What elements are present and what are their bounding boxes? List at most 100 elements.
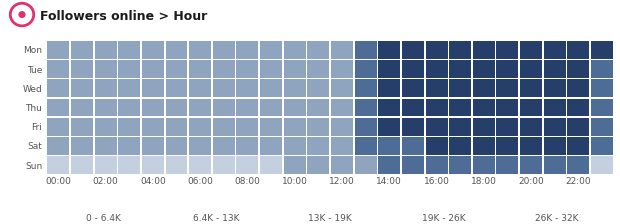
Bar	[236, 41, 259, 59]
Bar	[567, 137, 590, 155]
Bar	[47, 60, 69, 78]
Bar	[425, 156, 448, 174]
Bar	[189, 79, 211, 97]
Bar	[473, 41, 495, 59]
Bar	[425, 79, 448, 97]
Bar	[402, 118, 424, 136]
Bar	[308, 137, 329, 155]
Bar	[142, 41, 164, 59]
Bar	[236, 118, 259, 136]
Bar	[497, 60, 518, 78]
Bar	[520, 60, 542, 78]
Bar	[213, 99, 235, 116]
Bar	[544, 118, 565, 136]
Bar	[284, 79, 306, 97]
Bar	[355, 79, 376, 97]
Bar	[71, 137, 93, 155]
Bar	[71, 118, 93, 136]
Bar	[166, 60, 187, 78]
Bar	[260, 41, 282, 59]
Bar	[544, 60, 565, 78]
Bar	[308, 60, 329, 78]
Bar	[402, 79, 424, 97]
Bar	[189, 137, 211, 155]
Bar	[591, 137, 613, 155]
Bar	[213, 79, 235, 97]
Bar	[71, 99, 93, 116]
Bar	[142, 118, 164, 136]
Bar	[378, 41, 401, 59]
Bar	[118, 99, 140, 116]
Bar	[449, 41, 471, 59]
Bar	[213, 118, 235, 136]
Bar	[449, 79, 471, 97]
Bar	[236, 60, 259, 78]
Bar	[591, 79, 613, 97]
Bar	[166, 118, 187, 136]
Bar	[71, 41, 93, 59]
Bar	[355, 99, 376, 116]
Bar	[591, 156, 613, 174]
Bar	[567, 60, 590, 78]
Bar	[95, 99, 117, 116]
Bar	[355, 41, 376, 59]
Bar	[213, 60, 235, 78]
Bar	[308, 118, 329, 136]
Bar	[425, 137, 448, 155]
Bar	[378, 79, 401, 97]
Bar	[189, 156, 211, 174]
Bar	[284, 99, 306, 116]
Bar	[236, 137, 259, 155]
Bar	[260, 60, 282, 78]
Bar	[591, 99, 613, 116]
Bar	[473, 99, 495, 116]
Bar	[118, 156, 140, 174]
Bar	[520, 118, 542, 136]
Circle shape	[19, 11, 25, 18]
Bar	[308, 41, 329, 59]
Bar	[95, 41, 117, 59]
Bar	[47, 41, 69, 59]
Bar	[166, 156, 187, 174]
Bar	[473, 137, 495, 155]
Bar	[71, 79, 93, 97]
Text: Followers online > Hour: Followers online > Hour	[40, 10, 208, 23]
Bar	[425, 41, 448, 59]
Bar	[95, 156, 117, 174]
Bar	[355, 118, 376, 136]
Bar	[142, 79, 164, 97]
Bar	[308, 156, 329, 174]
Bar	[95, 118, 117, 136]
Bar	[449, 156, 471, 174]
Bar	[567, 79, 590, 97]
Bar	[473, 156, 495, 174]
Text: 19K - 26K: 19K - 26K	[422, 214, 466, 223]
Bar	[260, 79, 282, 97]
Bar	[284, 156, 306, 174]
Bar	[544, 99, 565, 116]
Bar	[189, 41, 211, 59]
Bar	[378, 118, 401, 136]
Text: 6.4K - 13K: 6.4K - 13K	[193, 214, 240, 223]
Bar	[308, 79, 329, 97]
Bar	[520, 79, 542, 97]
Bar	[47, 137, 69, 155]
Bar	[260, 99, 282, 116]
Bar	[142, 156, 164, 174]
Text: 0 - 6.4K: 0 - 6.4K	[86, 214, 121, 223]
Bar	[449, 137, 471, 155]
Bar	[402, 41, 424, 59]
Bar	[567, 99, 590, 116]
Bar	[544, 79, 565, 97]
Bar	[449, 99, 471, 116]
Bar	[236, 79, 259, 97]
Bar	[189, 118, 211, 136]
Bar	[402, 60, 424, 78]
Bar	[213, 41, 235, 59]
Bar	[497, 99, 518, 116]
Bar	[473, 79, 495, 97]
Bar	[284, 60, 306, 78]
Bar	[142, 137, 164, 155]
Text: 26K - 32K: 26K - 32K	[535, 214, 579, 223]
Bar	[425, 60, 448, 78]
